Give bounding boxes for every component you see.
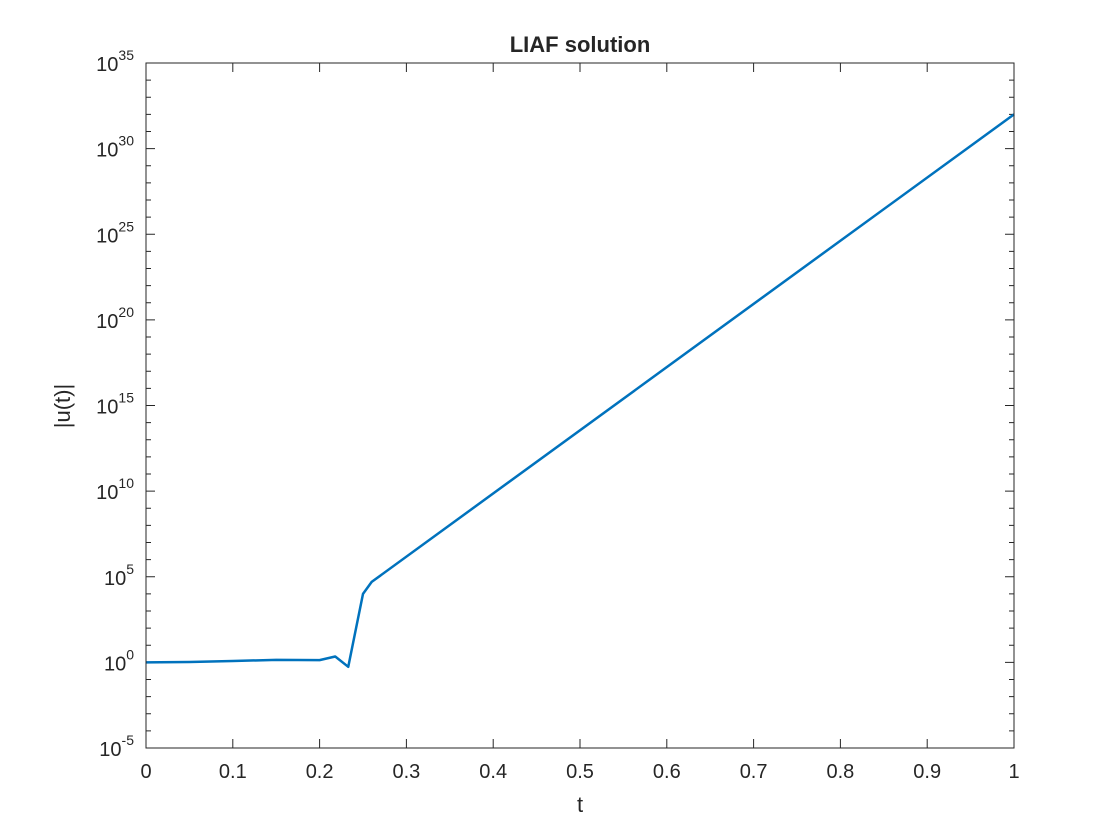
y-axis-label: |u(t)| [50,384,75,428]
y-tick-base: 10 [96,482,118,504]
chart-title: LIAF solution [510,32,651,57]
x-tick-label: 0.6 [653,761,681,783]
y-tick-label: 105 [104,561,134,590]
x-tick-label: 0.7 [740,761,768,783]
y-tick-base: 10 [104,568,126,590]
x-tick-label: 1 [1008,761,1019,783]
y-tick-base: 10 [96,54,118,76]
y-tick-label: 1035 [96,47,134,76]
y-tick-exponent: 15 [118,390,134,406]
y-tick-base: 10 [96,225,118,247]
y-tick-label: 100 [104,646,134,675]
y-tick-exponent: -5 [122,732,135,748]
y-tick-exponent: 0 [126,646,134,662]
x-tick-label: 0.3 [392,761,420,783]
x-tick-label: 0.1 [219,761,247,783]
y-tick-exponent: 35 [118,47,134,63]
series-line [145,113,1015,669]
y-tick-base: 10 [96,140,118,162]
x-tick-label: 0.8 [826,761,854,783]
y-tick-exponent: 30 [118,133,134,149]
y-tick-exponent: 10 [118,475,134,491]
x-axis-label: t [577,792,583,817]
axes-box [145,62,1015,749]
minor-ticks [146,79,1014,732]
y-tick-base: 10 [99,739,121,761]
y-tick-label: 1025 [96,218,134,247]
y-tick-base: 10 [96,397,118,419]
y-tick-exponent: 5 [126,561,134,577]
y-tick-label: 1015 [96,390,134,419]
x-tick-label: 0 [140,761,151,783]
y-tick-label: 1030 [96,133,134,162]
x-tick-label: 0.5 [566,761,594,783]
y-tick-base: 10 [96,311,118,333]
x-tick-label: 0.2 [306,761,334,783]
y-tick-label: 10-5 [99,732,134,761]
x-tick-label: 0.4 [479,761,507,783]
y-tick-exponent: 20 [118,304,134,320]
x-tick-labels: 0 0.1 0.2 0.3 0.4 0.5 0.6 0.7 0.8 0.9 1 [140,761,1019,783]
series-layer [145,113,1015,669]
x-tick-label: 0.9 [913,761,941,783]
y-tick-label: 1020 [96,304,134,333]
y-tick-base: 10 [104,653,126,675]
plot-area [146,63,1014,748]
y-tick-exponent: 25 [118,218,134,234]
y-tick-label: 1010 [96,475,134,504]
